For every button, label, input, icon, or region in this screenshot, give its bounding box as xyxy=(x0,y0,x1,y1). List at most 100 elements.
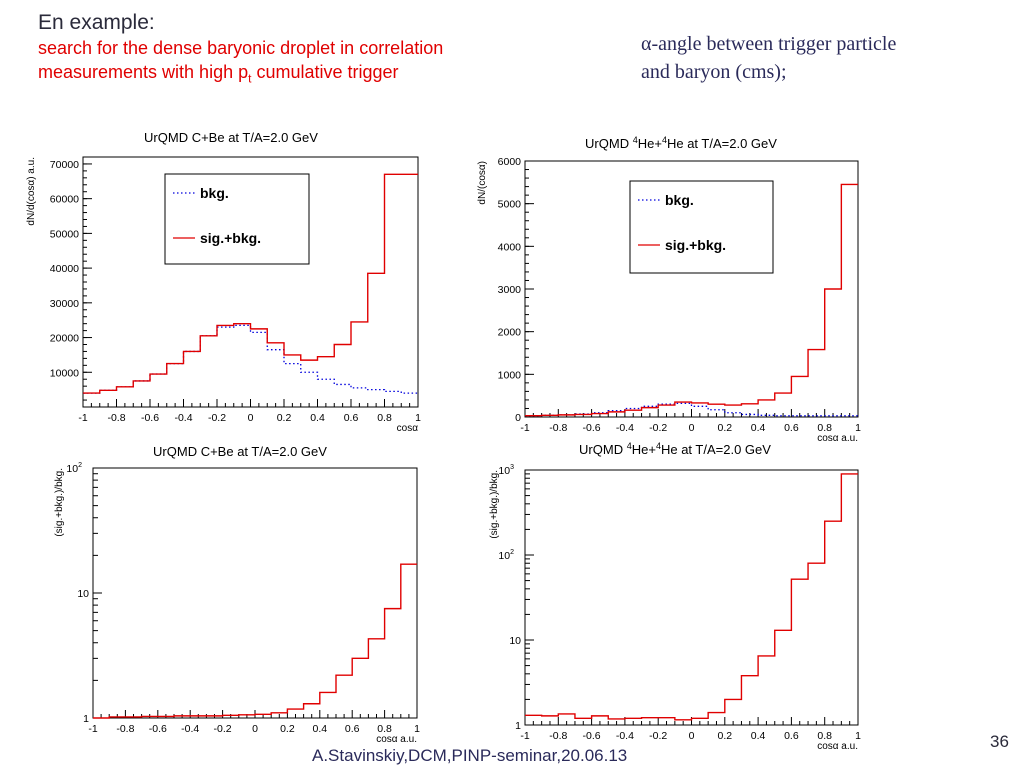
series-signal-histogram xyxy=(83,173,418,394)
x-tick-label: -0.2 xyxy=(214,723,232,735)
x-tick-label: -0.8 xyxy=(116,723,134,735)
x-tick-label: -0.6 xyxy=(583,730,601,742)
x-tick-label: -0.6 xyxy=(149,723,167,735)
series-signal-histogram xyxy=(525,473,858,721)
y-axis-label: (sig.+bkg.)/bkg. xyxy=(54,468,65,537)
x-tick-label: 0.2 xyxy=(717,730,732,742)
subtitle-line2-post: cumulative trigger xyxy=(251,62,399,82)
x-tick-label: -0.4 xyxy=(616,422,634,434)
plot-frame xyxy=(524,469,859,726)
x-tick-label: 0.4 xyxy=(310,412,325,424)
x-tick-label: -0.2 xyxy=(649,422,667,434)
x-tick-label: 0.8 xyxy=(377,412,392,424)
x-axis-label: cosα a.u. xyxy=(817,741,858,752)
chart-title-superscript: 4 xyxy=(627,441,632,451)
legend-label: bkg. xyxy=(200,185,229,201)
x-tick-label: 1 xyxy=(414,723,420,735)
y-axis-label: (sig.+bkg.)/bkg. xyxy=(489,470,500,539)
chart-hehe-ratio: UrQMD 4He+4He at T/A=2.0 GeV-1 -0.8 -0.6 -0… xyxy=(489,441,861,752)
x-tick-label: 0.6 xyxy=(784,422,799,434)
chart-title-superscript: 4 xyxy=(656,441,661,451)
chart-title-part: He+ xyxy=(632,442,656,457)
chart-title: UrQMD 4He+4He at T/A=2.0 GeV xyxy=(579,441,771,457)
y-tick-label: 6000 xyxy=(498,156,522,168)
x-tick-label: -0.8 xyxy=(549,422,567,434)
x-tick-label: 0.8 xyxy=(817,422,832,434)
slide-header: En example: search for the dense baryoni… xyxy=(38,10,638,91)
x-tick-label: -0.8 xyxy=(107,412,125,424)
legend: bkg. sig.+bkg. xyxy=(629,180,774,274)
y-tick-label: 10 xyxy=(77,588,89,600)
x-tick-label: 0.4 xyxy=(751,422,766,434)
chart-title-superscript: 4 xyxy=(633,135,638,145)
x-tick-label: 0.2 xyxy=(717,422,732,434)
x-tick-label: -0.2 xyxy=(208,412,226,424)
x-tick-label: 0.4 xyxy=(312,723,327,735)
x-tick-label: 0.2 xyxy=(280,723,295,735)
x-tick-label: -1 xyxy=(520,422,529,434)
x-tick-label: 1 xyxy=(855,730,861,742)
y-tick-label: 3000 xyxy=(498,284,522,296)
x-tick-label: 0.6 xyxy=(345,723,360,735)
x-tick-label: 0 xyxy=(689,422,695,434)
subtitle-line2-sub: t xyxy=(248,71,252,86)
y-tick-label: 10 xyxy=(509,635,521,647)
y-tick-label: 102 xyxy=(66,462,82,475)
chart-title-part: He at T/A=2.0 GeV xyxy=(667,136,777,151)
x-tick-label: -0.2 xyxy=(649,730,667,742)
y-axis-label: dN/d(cosα) a.u. xyxy=(26,157,37,226)
y-tick-label: 2000 xyxy=(498,327,522,339)
y-tick-label-exponent: 2 xyxy=(510,549,514,556)
y-tick-label: 40000 xyxy=(50,263,79,275)
chart-title-part: He at T/A=2.0 GeV xyxy=(661,442,771,457)
chart-cbe-distribution: UrQMD C+Be at T/A=2.0 GeV -1 -0.8 -0.6 -0.4 -… xyxy=(26,130,421,434)
y-tick-label: 5000 xyxy=(498,199,522,211)
angle-note: α-angle between trigger particle and bar… xyxy=(641,30,1011,86)
chart-title-part: He+ xyxy=(638,136,662,151)
x-tick-label: -0.6 xyxy=(583,422,601,434)
chart-title-part: UrQMD xyxy=(579,442,627,457)
x-tick-label: -0.8 xyxy=(549,730,567,742)
slide-subtitle-line1: search for the dense baryonic droplet in… xyxy=(38,38,444,58)
y-axis-label: dN/(cosα) xyxy=(477,161,488,205)
legend-label: bkg. xyxy=(665,192,694,208)
x-tick-label: -1 xyxy=(78,412,87,424)
y-tick-label: 1 xyxy=(83,713,89,725)
chart-title: UrQMD 4He+4He at T/A=2.0 GeV xyxy=(585,135,777,151)
x-tick-label: -0.4 xyxy=(616,730,634,742)
y-tick-label: 30000 xyxy=(50,298,79,310)
chart-cbe-ratio: UrQMD C+Be at T/A=2.0 GeV -1 -0.8 -0.6 -0.4 -… xyxy=(54,444,420,745)
y-tick-label: 103 xyxy=(498,464,514,477)
x-tick-label: 0.8 xyxy=(817,730,832,742)
subtitle-line2-pre: measurements with high p xyxy=(38,62,249,82)
y-tick-label-exponent: 2 xyxy=(78,462,82,469)
x-axis-label: cosα a.u. xyxy=(376,734,417,745)
y-tick-label: 4000 xyxy=(498,241,522,253)
x-axis-label: cosα a.u. xyxy=(817,433,858,444)
y-tick-label: 70000 xyxy=(50,159,79,171)
y-tick-label: 1000 xyxy=(498,369,522,381)
slide-title: En example: xyxy=(38,11,155,34)
legend-label: sig.+bkg. xyxy=(665,237,726,253)
y-tick-label: 10000 xyxy=(50,367,79,379)
slide-subtitle-line2: measurements with high pt cumulative tri… xyxy=(38,60,638,91)
x-tick-label: 0.6 xyxy=(344,412,359,424)
chart-title: UrQMD C+Be at T/A=2.0 GeV xyxy=(144,130,318,145)
x-tick-label: 0.4 xyxy=(751,730,766,742)
x-tick-label: -0.4 xyxy=(174,412,192,424)
y-tick-label-exponent: 3 xyxy=(510,464,514,471)
y-tick-label-base: 10 xyxy=(498,465,510,477)
x-tick-label: -1 xyxy=(520,730,529,742)
y-tick-label-base: 10 xyxy=(498,550,510,562)
x-tick-label: 0 xyxy=(248,412,254,424)
legend-box xyxy=(629,180,774,274)
y-tick-label: 60000 xyxy=(50,194,79,206)
x-tick-label: 0.2 xyxy=(277,412,292,424)
chart-title-superscript: 4 xyxy=(662,135,667,145)
angle-note-line2: and baryon (cms); xyxy=(641,61,787,83)
y-tick-label: 20000 xyxy=(50,333,79,345)
y-tick-label: 1 xyxy=(515,720,521,732)
y-tick-label-base: 10 xyxy=(66,463,78,475)
x-tick-label: 0.6 xyxy=(784,730,799,742)
x-tick-label: 1 xyxy=(415,412,421,424)
